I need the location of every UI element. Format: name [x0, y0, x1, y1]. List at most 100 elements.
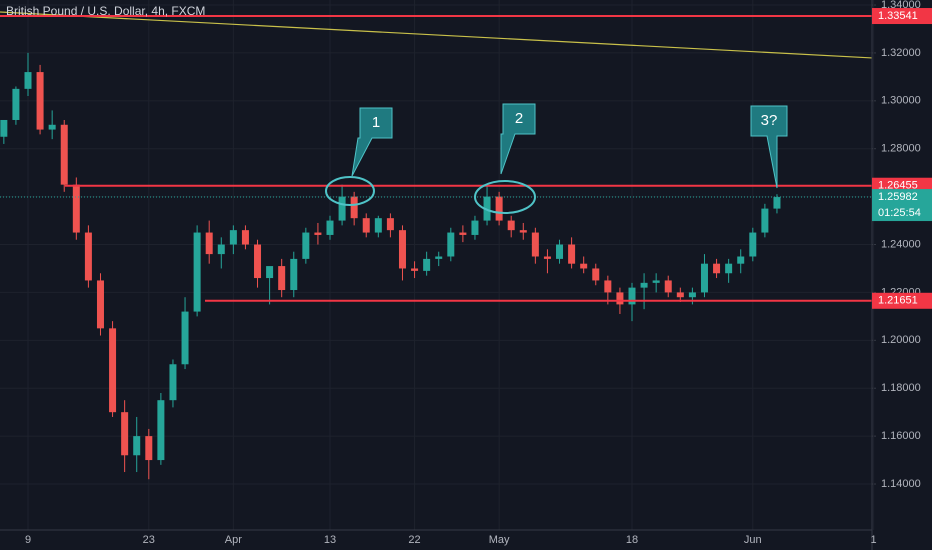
last-price-label: 1.25982	[878, 191, 918, 203]
candle-body	[773, 197, 781, 209]
candle-body	[290, 258, 298, 291]
candle-body	[181, 311, 189, 365]
candle-body	[12, 88, 20, 120]
candle-body	[568, 244, 576, 264]
y-tick-label: 1.20000	[881, 334, 921, 346]
chart-title: British Pound / U.S. Dollar, 4h, FXCM	[6, 4, 205, 18]
candle-body	[676, 292, 684, 298]
candle-body	[48, 124, 56, 130]
y-tick-label: 1.32000	[881, 47, 921, 59]
candle-body	[386, 218, 394, 231]
candle-body	[688, 292, 696, 298]
x-tick-label: Apr	[225, 534, 242, 546]
y-tick-label: 1.30000	[881, 95, 921, 107]
last-price-tag	[872, 189, 932, 222]
plot	[0, 11, 873, 480]
candle-body	[205, 232, 213, 255]
candle-body	[664, 280, 672, 293]
candle-body	[302, 232, 310, 259]
callout	[750, 105, 788, 189]
x-tick-label: 23	[143, 534, 155, 546]
candle-body	[157, 400, 165, 461]
candle-body	[761, 208, 769, 233]
annotation: 2	[515, 110, 523, 127]
x-tick-label: 1	[871, 534, 877, 546]
y-tick-label: 1.34000	[881, 0, 921, 11]
candle-body	[241, 230, 249, 245]
candle-body	[133, 436, 141, 456]
candle-body	[543, 256, 551, 259]
x-tick-label: Jun	[744, 534, 762, 546]
candle-body	[459, 232, 467, 235]
annotation: 1	[372, 114, 380, 131]
axis-labels: 1.140001.160001.180001.200001.220001.240…	[25, 0, 932, 546]
candle-body	[217, 244, 225, 255]
candle-body	[266, 266, 274, 279]
candle-body	[374, 218, 382, 233]
candle-body	[169, 364, 177, 401]
annotation: 3?	[761, 112, 778, 129]
candle-body	[628, 287, 636, 305]
x-tick-label: 22	[408, 534, 420, 546]
candle-body	[84, 232, 92, 281]
x-tick-label: 18	[626, 534, 638, 546]
x-tick-label: May	[489, 534, 510, 546]
candle-body	[193, 232, 201, 312]
candle-body	[411, 268, 419, 271]
candle-body	[616, 292, 624, 305]
level-label: 1.33541	[878, 10, 918, 22]
countdown: 01:25:54	[878, 207, 921, 219]
candle-body	[507, 220, 515, 231]
candle-body	[519, 230, 527, 233]
y-tick-label: 1.28000	[881, 143, 921, 155]
level-tag	[872, 292, 932, 309]
candle-body	[326, 220, 334, 235]
y-tick-label: 1.24000	[881, 238, 921, 250]
y-tick-label: 1.18000	[881, 382, 921, 394]
candle-body	[435, 256, 443, 259]
candle-body	[0, 119, 8, 137]
y-tick-label: 1.16000	[881, 430, 921, 442]
candle-body	[96, 280, 104, 329]
candle-body	[254, 244, 262, 279]
candle-body	[580, 263, 588, 269]
candle-body	[471, 220, 479, 235]
level-tag	[872, 8, 932, 25]
candle-body	[362, 218, 370, 233]
candle-body	[725, 263, 733, 274]
candle-body	[121, 412, 129, 456]
candle-body	[556, 244, 564, 259]
x-tick-label: 13	[324, 534, 336, 546]
callout	[500, 103, 536, 175]
candle-body	[314, 232, 322, 235]
candle-body	[398, 230, 406, 269]
candle-body	[72, 184, 80, 233]
candle-body	[531, 232, 539, 257]
candle-body	[423, 258, 431, 271]
candle-body	[495, 196, 503, 221]
candle-body	[483, 196, 491, 221]
candle-body	[229, 230, 237, 245]
level-label: 1.21651	[878, 295, 918, 307]
candle-body	[604, 280, 612, 293]
x-tick-label: 9	[25, 534, 31, 546]
candle-body	[36, 72, 44, 130]
candle-body	[640, 282, 648, 288]
highlight-ellipse	[474, 180, 536, 214]
callout	[351, 107, 393, 177]
candle-body	[24, 72, 32, 89]
candle-body	[713, 263, 721, 274]
candle-body	[350, 196, 358, 219]
candle-body	[592, 268, 600, 281]
highlight-ellipse	[325, 176, 375, 206]
candle-body	[737, 256, 745, 264]
y-tick-label: 1.14000	[881, 478, 921, 490]
candle-body	[338, 196, 346, 221]
candle-body	[749, 232, 757, 257]
candle-body	[145, 436, 153, 461]
candle-body	[278, 266, 286, 291]
candle-body	[652, 280, 660, 283]
